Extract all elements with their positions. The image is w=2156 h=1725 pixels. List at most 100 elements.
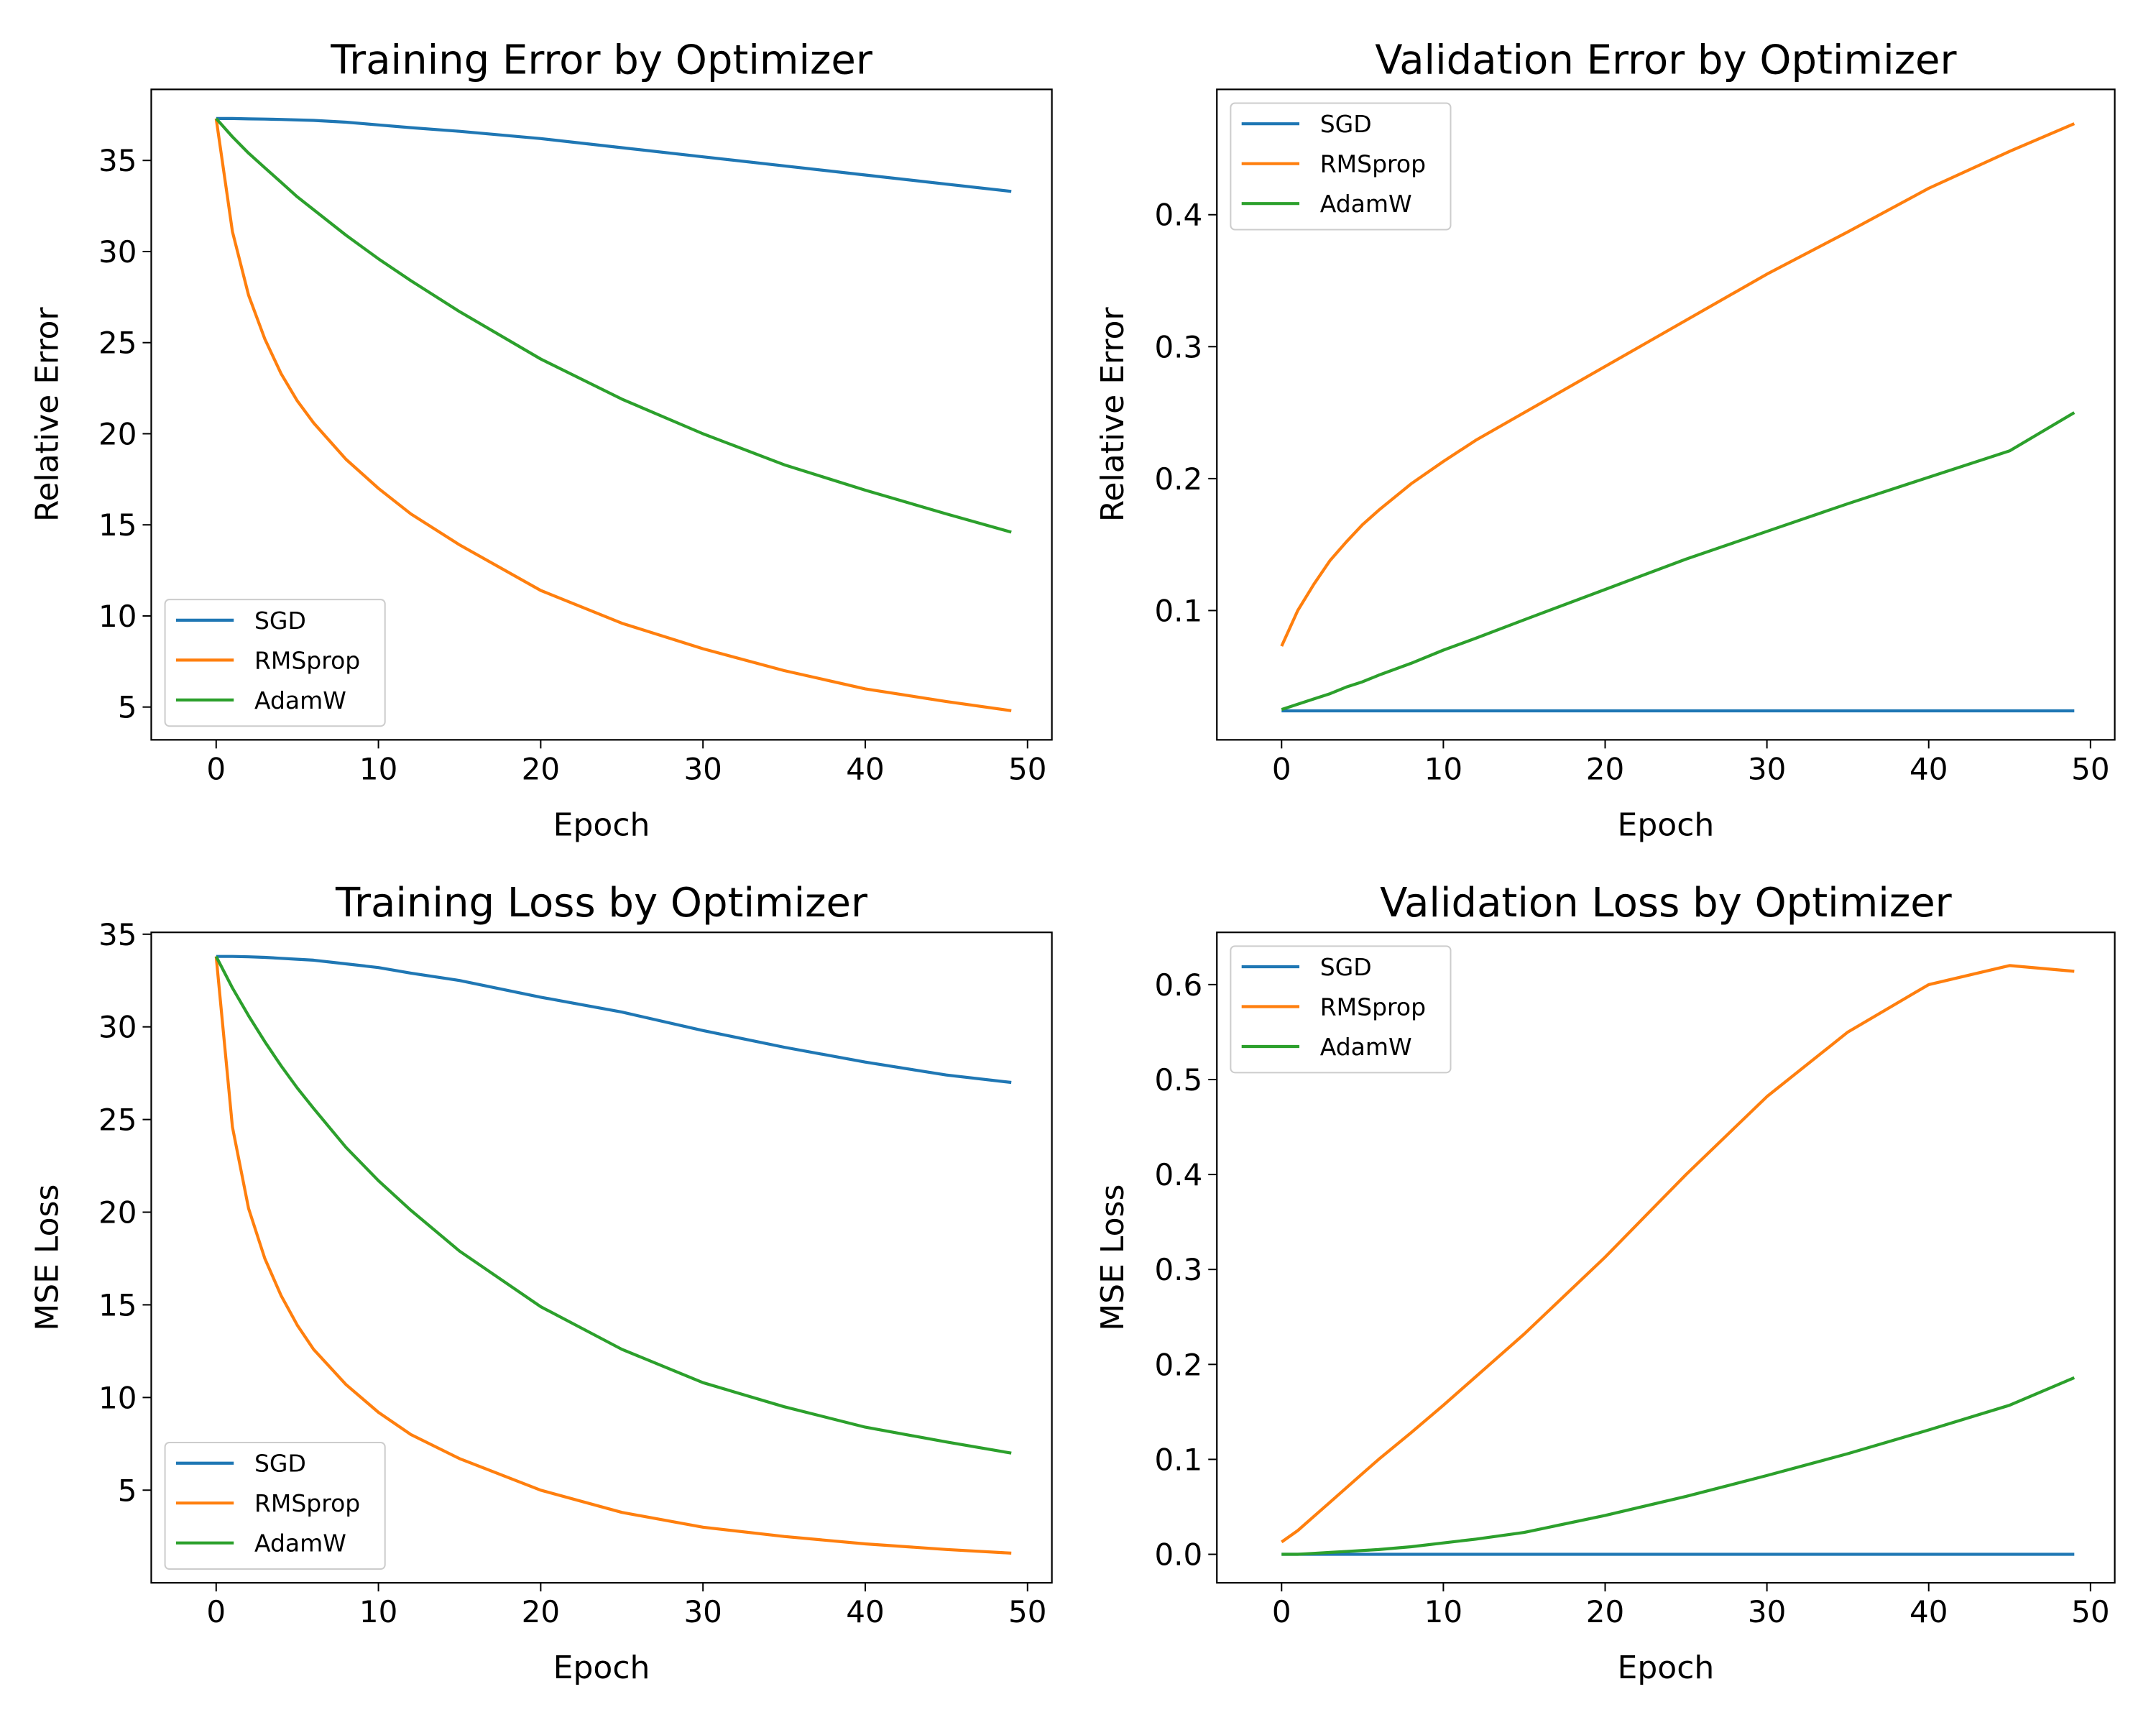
y-tick-label: 10 [98,1380,137,1415]
x-tick-label: 20 [522,1594,560,1629]
chart-title: Validation Loss by Optimizer [1380,880,1953,926]
x-tick-label: 10 [1424,751,1462,786]
x-tick-label: 40 [1909,1594,1948,1629]
legend-label-adamw: AdamW [254,1530,346,1558]
y-tick-label: 35 [98,917,137,952]
legend: SGD RMSprop AdamW [1230,102,1452,231]
series-line-rmsprop [1281,964,2075,1544]
y-tick-label: 0.2 [1154,461,1202,497]
x-axis-label: Epoch [553,806,650,843]
x-tick-label: 50 [2071,1594,2109,1629]
legend-box [1230,945,1452,1074]
chart-title: Training Error by Optimizer [330,37,873,83]
legend-label-adamw: AdamW [1320,190,1412,218]
x-tick-label: 50 [1008,751,1046,786]
legend-label-sgd: SGD [254,1450,306,1478]
axes-frame [150,88,1053,741]
legend-label-adamw: AdamW [254,686,346,714]
series-line-adamw [1281,411,2076,712]
x-tick-label: 10 [1424,1594,1462,1629]
y-tick-label: 35 [98,143,137,178]
x-tick-label: 30 [1748,751,1786,786]
x-tick-label: 10 [359,1594,397,1629]
y-tick-label: 0.5 [1154,1062,1202,1098]
x-axis-label: Epoch [553,1650,650,1686]
legend-label-rmsprop: RMSprop [1320,150,1426,178]
x-axis-label: Epoch [1618,806,1715,843]
legend-box [1230,102,1452,231]
legend-label-sgd: SGD [1320,110,1372,138]
y-tick-label: 0.4 [1154,198,1202,233]
series-line-adamw [1281,1376,2076,1556]
y-tick-label: 25 [98,1103,137,1138]
y-tick-label: 20 [98,416,137,451]
x-axis-label: Epoch [1618,1650,1715,1686]
y-tick-label: 0.3 [1154,329,1202,364]
y-tick-label: 0.6 [1154,967,1202,1003]
series-line-rmsprop [214,118,1012,712]
x-tick-label: 0 [206,1594,226,1629]
y-tick-label: 0.1 [1154,1442,1202,1477]
axes-frame [150,932,1053,1584]
chart-title: Training Loss by Optimizer [335,880,868,926]
series-line-rmsprop [1280,122,2076,647]
x-tick-label: 50 [1008,1594,1046,1629]
y-tick-label: 20 [98,1195,137,1230]
legend-box [164,599,386,727]
x-tick-label: 0 [1272,751,1291,786]
x-tick-label: 40 [846,1594,884,1629]
legend-label-sgd: SGD [254,607,306,635]
y-tick-label: 25 [98,326,137,361]
y-tick-label: 10 [98,599,137,634]
y-axis-label: MSE Loss [1095,1184,1131,1331]
y-tick-label: 30 [98,1010,137,1045]
y-tick-label: 15 [98,507,137,543]
x-tick-label: 20 [1586,751,1624,786]
x-tick-label: 0 [1272,1594,1291,1629]
chart-panel-1: Training Error by Optimizer Epoch Relative… [29,37,1053,843]
x-tick-label: 50 [2071,751,2109,786]
x-tick-label: 40 [1909,751,1948,786]
legend-label-rmsprop: RMSprop [1320,993,1426,1021]
series-line-sgd [216,954,1012,1085]
chart-title: Validation Error by Optimizer [1375,37,1957,83]
legend-label-rmsprop: RMSprop [254,646,360,674]
x-tick-label: 30 [1748,1594,1786,1629]
chart-panel-3: Training Loss by Optimizer Epoch MSE Loss 0… [29,880,1053,1686]
legend-box [164,1442,386,1570]
series-line-adamw [215,117,1012,534]
chart-panel-4: Validation Loss by Optimizer Epoch MSE Los… [1095,880,2116,1686]
legend: SGD RMSprop AdamW [164,599,386,727]
x-tick-label: 20 [1586,1594,1624,1629]
y-tick-label: 30 [98,234,137,270]
y-tick-label: 5 [118,1473,137,1508]
legend-label-rmsprop: RMSprop [254,1489,360,1517]
y-tick-label: 5 [118,690,137,725]
x-tick-label: 40 [846,751,884,786]
x-tick-label: 20 [522,751,560,786]
legend: SGD RMSprop AdamW [164,1442,386,1570]
x-tick-label: 30 [683,1594,722,1629]
legend-label-adamw: AdamW [1320,1033,1412,1061]
axes-frame [1216,88,2116,741]
y-tick-label: 15 [98,1287,137,1322]
y-axis-label: Relative Error [1095,307,1131,523]
y-tick-label: 0.2 [1154,1347,1202,1382]
y-axis-label: MSE Loss [29,1184,65,1331]
axes-frame [1216,932,2116,1584]
legend-label-sgd: SGD [1320,953,1372,981]
legend: SGD RMSprop AdamW [1230,945,1452,1074]
y-tick-label: 0.4 [1154,1157,1202,1192]
y-axis-label: Relative Error [29,307,65,523]
y-tick-label: 0.0 [1154,1537,1202,1573]
x-tick-label: 0 [206,751,226,786]
x-tick-label: 10 [359,751,397,786]
y-tick-label: 0.1 [1154,593,1202,628]
series-line-adamw [214,955,1012,1455]
series-line-sgd [216,116,1012,193]
chart-panel-2: Validation Error by Optimizer Epoch Relati… [1095,37,2116,843]
series-line-rmsprop [214,956,1012,1555]
y-tick-label: 0.3 [1154,1252,1202,1287]
x-tick-label: 30 [683,751,722,786]
